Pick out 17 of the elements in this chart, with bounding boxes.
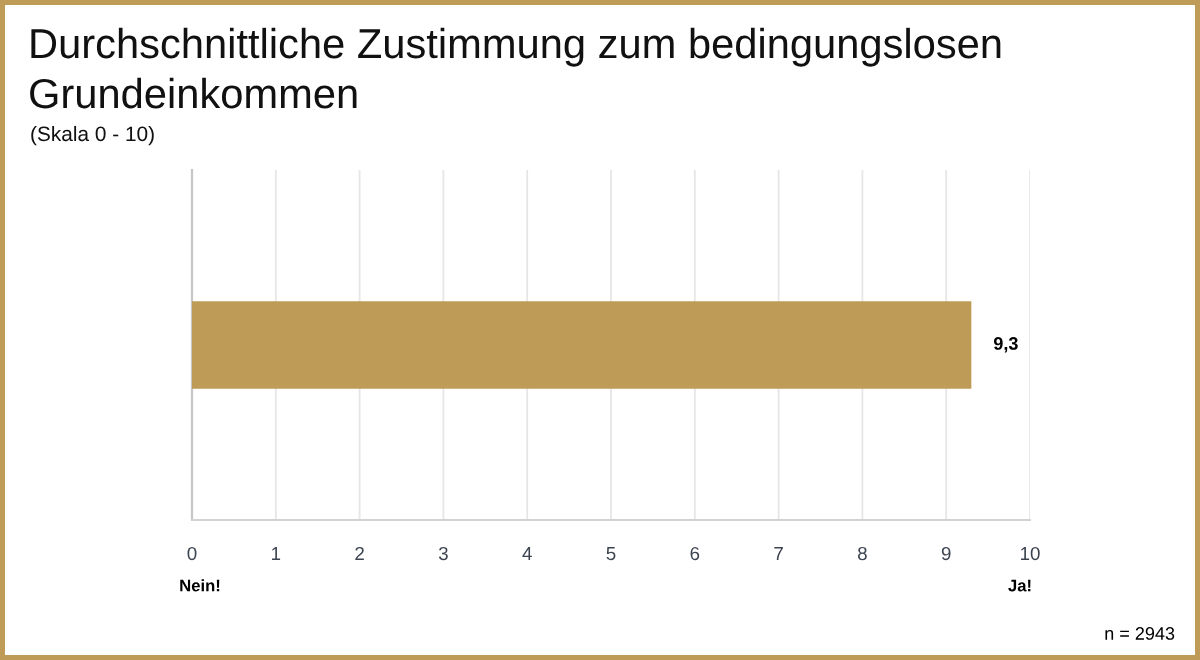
x-tick-label: 10 (1021, 546, 1040, 561)
x-tick-label: 3 (438, 546, 448, 561)
x-tick-label: 0 (187, 546, 197, 561)
text: n = 2943 (1105, 627, 1175, 640)
x-tick-label: 6 (690, 546, 700, 561)
x-tick-label: 2 (355, 546, 364, 560)
text: Ja! (1008, 579, 1031, 592)
x-tick-label: 9 (941, 546, 951, 561)
chart-subtitle: (Skala 0 - 10) (31, 125, 154, 146)
x-tick-label: 5 (606, 547, 616, 561)
text: Nein! (180, 579, 220, 592)
x-tick-label: 1 (272, 547, 281, 560)
x-tick-label: 8 (858, 546, 867, 561)
x-tick-label: 7 (774, 547, 783, 560)
chart-title: Durchschnittliche Zustimmung zum bedingungslosen Grundeinkommen (30, 27, 1001, 109)
x-tick-label: 4 (522, 547, 532, 560)
data-label: 9,3 (993, 337, 1018, 353)
